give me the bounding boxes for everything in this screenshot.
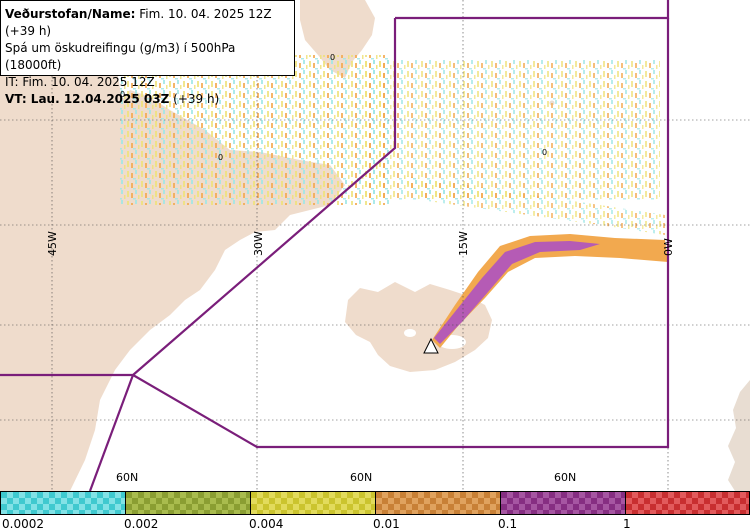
info-valid-value: (+39 h) bbox=[173, 92, 220, 106]
iceland-landmass bbox=[345, 282, 492, 372]
legend-tick-label: 0.1 bbox=[498, 517, 518, 531]
contour-label: 0 bbox=[218, 153, 223, 162]
volcano-source-icon bbox=[423, 337, 439, 354]
legend-swatch bbox=[625, 491, 750, 515]
legend-swatch bbox=[375, 491, 501, 515]
ash-band-east bbox=[365, 60, 660, 200]
legend-tick-label: 0.0002 bbox=[2, 517, 44, 531]
info-line-issue-time: IT: Fim. 10. 04. 2025 12Z bbox=[5, 75, 155, 89]
lon-label-0w: 0W bbox=[662, 238, 675, 256]
info-name-label: Veðurstofan/Name: bbox=[5, 7, 136, 21]
legend-tick-label: 0.004 bbox=[249, 517, 284, 531]
greenland-northeast bbox=[300, 0, 375, 78]
ash-band-west bbox=[120, 55, 390, 205]
ash-plume-outer bbox=[432, 234, 668, 348]
map-canvas: 45W 30W 15W 0W 60N 60N 60N 0 0 0 0 bbox=[0, 0, 750, 491]
langjokull-glacier bbox=[404, 329, 416, 337]
legend-swatch bbox=[500, 491, 626, 515]
ash-plume-inner bbox=[434, 241, 600, 344]
info-line-valid-time: VT: Lau. 12.04.2025 03Z (+39 h) bbox=[5, 91, 290, 108]
lat-label-60n-west: 60N bbox=[116, 471, 138, 484]
contour-label: 0 bbox=[120, 90, 125, 99]
lon-label-30w: 30W bbox=[252, 231, 265, 256]
legend-tick-label: 0.002 bbox=[124, 517, 159, 531]
legend-tick-label: 1 bbox=[623, 517, 631, 531]
lon-label-15w: 15W bbox=[457, 231, 470, 256]
airspace-boundary bbox=[0, 0, 670, 491]
scandinavia-coast bbox=[728, 380, 750, 491]
info-line-description: Spá um öskudreifingu (g/m3) í 500hPa (18… bbox=[5, 41, 236, 72]
legend-tick-label: 0.01 bbox=[373, 517, 400, 531]
contour-label: 0 bbox=[330, 53, 335, 62]
lat-label-60n-center: 60N bbox=[350, 471, 372, 484]
info-name-value: Fim. 10. 04. 2025 12Z (+39 h) bbox=[5, 7, 272, 38]
info-line-name: Veðurstofan/Name: Fim. 10. 04. 2025 12Z … bbox=[5, 6, 290, 40]
legend-swatch bbox=[0, 491, 126, 515]
legend-swatch bbox=[125, 491, 251, 515]
ash-band-lower bbox=[400, 175, 665, 235]
forecast-info-box: Veðurstofan/Name: Fim. 10. 04. 2025 12Z … bbox=[0, 0, 295, 106]
contour-label: 0 bbox=[542, 148, 547, 157]
info-valid-label: VT: Lau. 12.04.2025 03Z bbox=[5, 92, 170, 106]
concentration-legend: 0.0002 0.002 0.004 0.01 0.1 1 bbox=[0, 491, 750, 532]
lon-label-45w: 45W bbox=[46, 231, 59, 256]
legend-swatch bbox=[250, 491, 376, 515]
lat-label-60n-east: 60N bbox=[554, 471, 576, 484]
